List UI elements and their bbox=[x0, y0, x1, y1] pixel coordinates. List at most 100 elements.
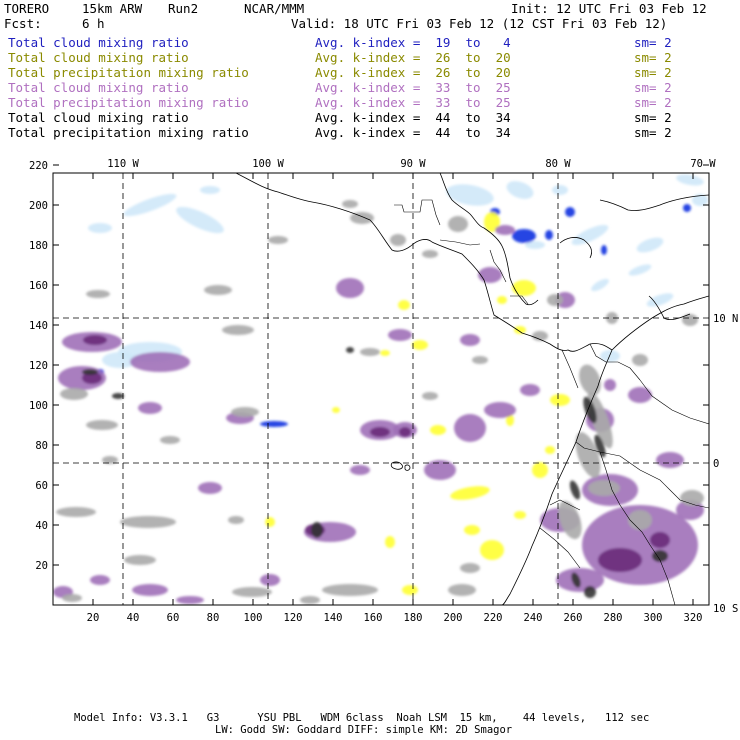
precip-light bbox=[506, 414, 514, 426]
cloud-gray bbox=[160, 436, 180, 444]
cloud-gray bbox=[448, 216, 468, 232]
cloud-light bbox=[200, 186, 220, 194]
precip-light bbox=[380, 350, 390, 356]
precip-light bbox=[450, 486, 490, 500]
cloud-dense bbox=[584, 586, 596, 598]
legend-field: Total precipitation mixing ratio bbox=[8, 95, 249, 110]
cloud-light bbox=[525, 241, 545, 249]
latitude-label: 10 S bbox=[713, 603, 738, 615]
x-tick-label: 40 bbox=[127, 612, 140, 624]
precip-light bbox=[480, 540, 504, 560]
y-tick-label: 180 bbox=[29, 240, 48, 252]
legend-k-index: Avg. k-index = 33 to 25 bbox=[315, 95, 511, 110]
precip-moderate bbox=[424, 460, 456, 480]
x-tick-label: 300 bbox=[644, 612, 663, 624]
cloud-gray bbox=[86, 420, 118, 430]
lat-lon-grid bbox=[53, 173, 709, 605]
latitude-label: 0 bbox=[713, 458, 719, 470]
precip-light bbox=[532, 462, 548, 478]
cloud-gray bbox=[606, 312, 618, 324]
map-axes: 20 40 60 80 100 120 140 160 180 200 220 240 260 280 30… bbox=[29, 158, 738, 624]
precip-moderate bbox=[336, 278, 364, 298]
legend-smoothing: sm= 2 bbox=[634, 125, 672, 140]
precip-light bbox=[550, 394, 570, 406]
legend-smoothing: sm= 2 bbox=[634, 95, 672, 110]
cloud-light bbox=[646, 293, 674, 307]
y-tick-label: 200 bbox=[29, 200, 48, 212]
country-borders bbox=[394, 199, 709, 605]
cloud-gray bbox=[575, 432, 601, 478]
cloud-gray bbox=[60, 388, 88, 400]
legend-field: Total precipitation mixing ratio bbox=[8, 65, 249, 80]
cloud-gray bbox=[579, 364, 601, 396]
precip-light bbox=[484, 212, 500, 232]
cloud-gray bbox=[228, 516, 244, 524]
cloud-light bbox=[676, 174, 704, 186]
model-resolution: 15km ARW bbox=[82, 1, 143, 16]
precip-moderate bbox=[388, 329, 412, 341]
y-tick-label: 140 bbox=[29, 320, 48, 332]
precip-light bbox=[402, 585, 418, 595]
physics-info-line: LW: Godd SW: Goddard DIFF: simple KM: 2D… bbox=[215, 724, 513, 736]
run-label: Run2 bbox=[168, 1, 199, 16]
precip-light bbox=[398, 300, 410, 310]
cloud-strong bbox=[260, 421, 288, 427]
forecast-hours: 6 h bbox=[82, 16, 105, 31]
cloud-gray bbox=[472, 356, 488, 364]
cloud-gray bbox=[422, 250, 438, 258]
precip-heavy bbox=[82, 372, 102, 384]
y-tick-label: 120 bbox=[29, 360, 48, 372]
cloud-gray bbox=[231, 407, 259, 417]
x-tick-label: 160 bbox=[364, 612, 383, 624]
legend-field: Total precipitation mixing ratio bbox=[8, 125, 249, 140]
precip-light bbox=[385, 536, 395, 548]
cloud-light bbox=[176, 206, 224, 234]
precip-light bbox=[514, 511, 526, 519]
cloud-strong bbox=[565, 207, 575, 217]
x-tick-label: 140 bbox=[324, 612, 343, 624]
precip-light bbox=[265, 517, 275, 527]
precip-moderate bbox=[484, 402, 516, 418]
cloud-gray bbox=[532, 331, 548, 341]
precip-moderate bbox=[198, 482, 222, 494]
x-tick-label: 80 bbox=[207, 612, 220, 624]
cloud-gray bbox=[268, 236, 288, 244]
cloud-gray bbox=[300, 596, 320, 604]
legend-k-index: Avg. k-index = 44 to 34 bbox=[315, 125, 511, 140]
legend-field: Total cloud mixing ratio bbox=[8, 80, 189, 95]
longitude-label: 90 W bbox=[400, 158, 426, 170]
precip-heavy bbox=[83, 335, 107, 345]
precip-light bbox=[464, 525, 480, 535]
precip-moderate bbox=[132, 584, 168, 596]
legend-field: Total cloud mixing ratio bbox=[8, 35, 189, 50]
cloud-gray bbox=[342, 200, 358, 208]
precip-moderate bbox=[604, 379, 616, 391]
precip-moderate bbox=[260, 574, 280, 586]
valid-time: Valid: 18 UTC Fri 03 Feb 12 (12 CST Fri … bbox=[291, 16, 668, 31]
precip-heavy bbox=[399, 427, 411, 437]
cloud-light bbox=[591, 278, 609, 292]
precip-light bbox=[332, 407, 340, 413]
cloud-gray bbox=[360, 348, 380, 356]
precip-moderate bbox=[656, 452, 684, 468]
precip-heavy bbox=[370, 427, 390, 437]
cloud-dense bbox=[594, 434, 606, 458]
cloud-light bbox=[552, 185, 568, 195]
legend-field: Total cloud mixing ratio bbox=[8, 50, 189, 65]
cloud-gray bbox=[62, 594, 82, 602]
x-tick-label: 120 bbox=[284, 612, 303, 624]
x-tick-label: 240 bbox=[524, 612, 543, 624]
legend-smoothing: sm= 2 bbox=[634, 50, 672, 65]
cloud-gray bbox=[632, 354, 648, 366]
cloud-gray bbox=[628, 510, 652, 530]
cloud-gray bbox=[232, 587, 272, 597]
cloud-gray bbox=[390, 234, 406, 246]
cloud-light bbox=[600, 350, 620, 362]
cloud-gray bbox=[682, 314, 698, 326]
cloud-gray bbox=[547, 294, 563, 306]
cloud-gray bbox=[102, 456, 118, 464]
precip-heavy bbox=[650, 532, 670, 548]
y-tick-label: 60 bbox=[35, 480, 48, 492]
forecast-label: Fcst: bbox=[4, 16, 42, 31]
precip-moderate bbox=[138, 402, 162, 414]
